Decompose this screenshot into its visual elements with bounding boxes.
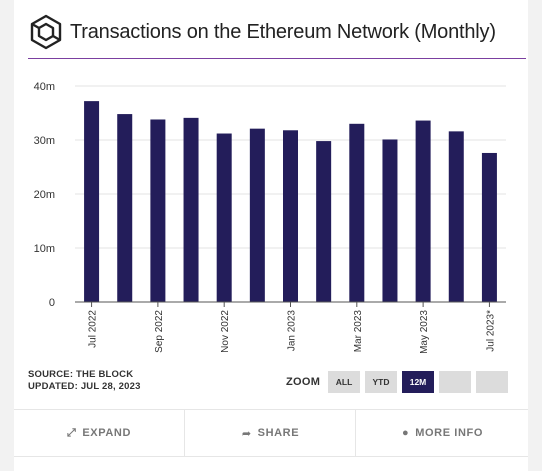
bar [150,119,166,302]
share-label: SHARE [257,427,300,439]
y-tick-label: 0 [49,297,55,309]
share-button[interactable]: ➦ SHARE [184,410,356,456]
bar [415,120,431,302]
source-text: SOURCE: THE BLOCK [28,369,134,380]
x-tick-label: Jul 2023* [485,310,496,352]
expand-arrows-icon: ⤢ [66,426,77,439]
share-arrow-icon: ➦ [241,427,252,440]
bar [249,128,265,302]
info-circle-icon: ● [402,427,410,439]
chart-header: Transactions on the Ethereum Network (Mo… [28,14,516,54]
bar [481,152,497,302]
zoom-label: ZOOM [286,376,321,388]
more-info-button[interactable]: ● MORE INFO [355,410,529,456]
zoom-extra-button-2[interactable] [476,371,508,393]
y-tick-label: 40m [34,81,55,93]
bar-chart: 0 10m 20m 30m 40m Jul 2022 Sep 2022 Nov 2022 Jan… [34,81,506,354]
cube-logo-icon [30,14,62,50]
bar [84,101,100,303]
x-tick-label: Jul 2022 [88,310,99,348]
bar [183,117,199,302]
bar [349,123,365,302]
chart-title: Transactions on the Ethereum Network (Mo… [70,21,496,43]
chart-card: Transactions on the Ethereum Network (Mo… [14,0,528,471]
title-divider [28,58,526,59]
bar [448,131,464,302]
bar [283,130,298,302]
more-info-label: MORE INFO [415,427,483,439]
y-tick-label: 20m [34,189,55,201]
x-tick-label: Jan 2023 [287,310,298,352]
expand-label: EXPAND [82,427,132,439]
x-tick-label: May 2023 [419,310,430,354]
updated-text: UPDATED: JUL 28, 2023 [28,381,141,392]
card-footer: ⤢ EXPAND ➦ SHARE ● MORE INFO [14,409,528,457]
x-tick-label: Nov 2022 [220,310,231,353]
chart-meta: SOURCE: THE BLOCK UPDATED: JUL 28, 2023 [28,369,141,393]
bar [382,139,398,302]
zoom-12m-button[interactable]: 12M [402,371,434,393]
zoom-extra-button-1[interactable] [439,371,471,393]
bar [316,141,332,302]
zoom-all-button[interactable]: ALL [328,371,360,393]
bar [216,133,232,302]
y-tick-label: 10m [34,243,55,255]
bar [117,114,133,302]
expand-button[interactable]: ⤢ EXPAND [14,410,184,456]
zoom-ytd-button[interactable]: YTD [365,371,397,393]
y-tick-label: 30m [34,135,55,147]
x-tick-label: Sep 2022 [154,310,165,353]
x-tick-label: Mar 2023 [353,310,364,353]
